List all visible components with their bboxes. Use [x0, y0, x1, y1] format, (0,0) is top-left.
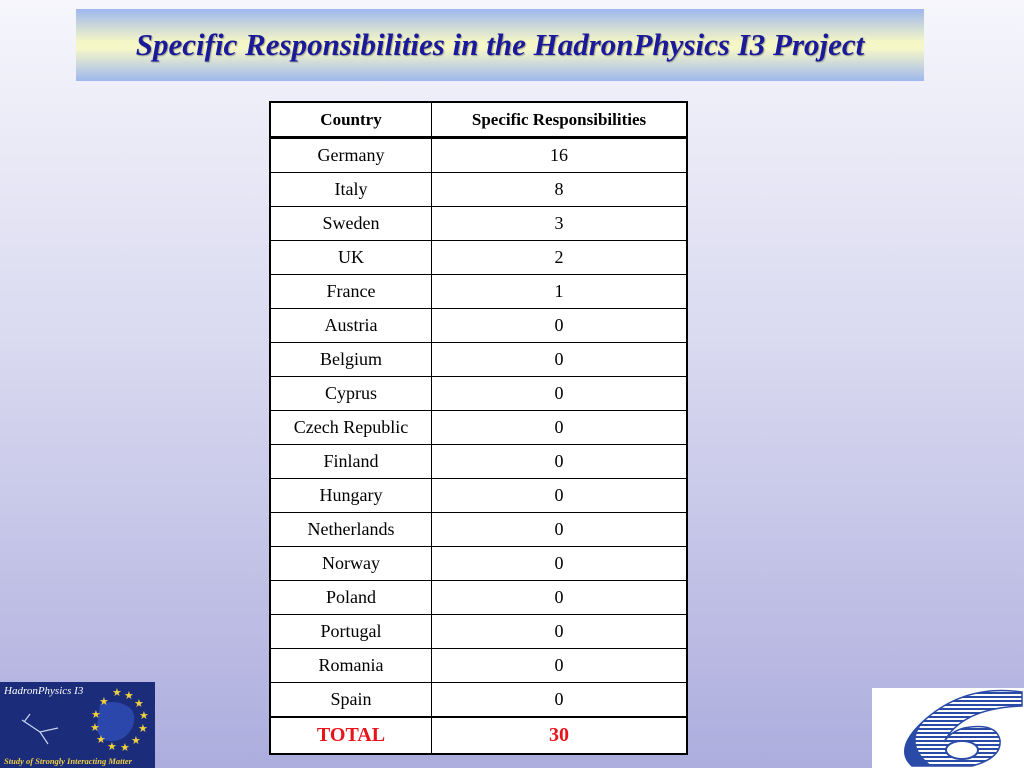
total-label: TOTAL [269, 716, 432, 755]
count-cell: 0 [431, 682, 688, 718]
count-cell: 0 [431, 376, 688, 411]
count-cell: 8 [431, 172, 688, 207]
title-banner: Specific Responsibilities in the HadronP… [76, 9, 924, 81]
count-cell: 1 [431, 274, 688, 309]
count-cell: 0 [431, 546, 688, 581]
slide-title: Specific Responsibilities in the HadronP… [135, 27, 865, 62]
table-row: Romania 0 [269, 648, 688, 683]
svg-text:★: ★ [138, 722, 148, 735]
table-row: Austria 0 [269, 308, 688, 343]
logo-title: HadronPhysics I3 [4, 685, 84, 697]
fp6-six-icon [904, 689, 1023, 767]
column-header-responsibilities: Specific Responsibilities [431, 101, 688, 139]
table-row: Germany 16 [269, 137, 688, 173]
country-cell: Belgium [269, 342, 432, 377]
count-cell: 2 [431, 240, 688, 275]
svg-text:★: ★ [96, 733, 106, 746]
count-cell: 0 [431, 410, 688, 445]
svg-text:★: ★ [139, 709, 149, 722]
count-cell: 0 [431, 580, 688, 615]
svg-text:★: ★ [99, 695, 109, 708]
svg-text:★: ★ [120, 741, 130, 754]
count-cell: 0 [431, 342, 688, 377]
svg-text:★: ★ [90, 721, 100, 734]
country-cell: Spain [269, 682, 432, 718]
fp6-logo [872, 688, 1024, 768]
svg-text:★: ★ [112, 686, 122, 699]
country-cell: Cyprus [269, 376, 432, 411]
svg-text:★: ★ [107, 740, 117, 753]
country-cell: Czech Republic [269, 410, 432, 445]
country-cell: Romania [269, 648, 432, 683]
logo-subtitle: Study of Strongly Interacting Matter [4, 756, 132, 766]
table-row: Spain 0 [269, 682, 688, 718]
country-cell: Netherlands [269, 512, 432, 547]
responsibilities-table: Country Specific Responsibilities German… [269, 101, 688, 755]
country-cell: Germany [269, 137, 432, 173]
country-cell: Portugal [269, 614, 432, 649]
country-cell: Norway [269, 546, 432, 581]
count-cell: 3 [431, 206, 688, 241]
country-cell: Austria [269, 308, 432, 343]
table-row: Czech Republic 0 [269, 410, 688, 445]
count-cell: 16 [431, 137, 688, 173]
table-row: UK 2 [269, 240, 688, 275]
svg-text:★: ★ [131, 734, 141, 747]
svg-text:★: ★ [91, 708, 101, 721]
svg-text:★: ★ [134, 697, 144, 710]
country-cell: Hungary [269, 478, 432, 513]
svg-text:★: ★ [124, 689, 134, 702]
column-header-country: Country [269, 101, 432, 139]
table-row: France 1 [269, 274, 688, 309]
table-row: Hungary 0 [269, 478, 688, 513]
total-value: 30 [431, 716, 688, 755]
table-row: Cyprus 0 [269, 376, 688, 411]
country-cell: Italy [269, 172, 432, 207]
total-row: TOTAL 30 [269, 716, 688, 755]
country-cell: Poland [269, 580, 432, 615]
table-row: Poland 0 [269, 580, 688, 615]
table-row: Italy 8 [269, 172, 688, 207]
table-row: Portugal 0 [269, 614, 688, 649]
table-row: Norway 0 [269, 546, 688, 581]
count-cell: 0 [431, 444, 688, 479]
country-cell: France [269, 274, 432, 309]
table-row: Finland 0 [269, 444, 688, 479]
table-row: Sweden 3 [269, 206, 688, 241]
count-cell: 0 [431, 512, 688, 547]
country-cell: Sweden [269, 206, 432, 241]
country-cell: Finland [269, 444, 432, 479]
count-cell: 0 [431, 648, 688, 683]
hadronphysics-emblem-icon: ★ ★★ ★★★ ★★★ ★★★ [21, 686, 149, 754]
table-header-row: Country Specific Responsibilities [269, 101, 688, 139]
count-cell: 0 [431, 614, 688, 649]
count-cell: 0 [431, 308, 688, 343]
table-row: Netherlands 0 [269, 512, 688, 547]
hadronphysics-logo: ★ ★ ★ ★ ★ ★ ★ ★ ★ ★ ★ ★ HadronPhysics I3 Study o… [0, 682, 155, 768]
count-cell: 0 [431, 478, 688, 513]
table-row: Belgium 0 [269, 342, 688, 377]
country-cell: UK [269, 240, 432, 275]
